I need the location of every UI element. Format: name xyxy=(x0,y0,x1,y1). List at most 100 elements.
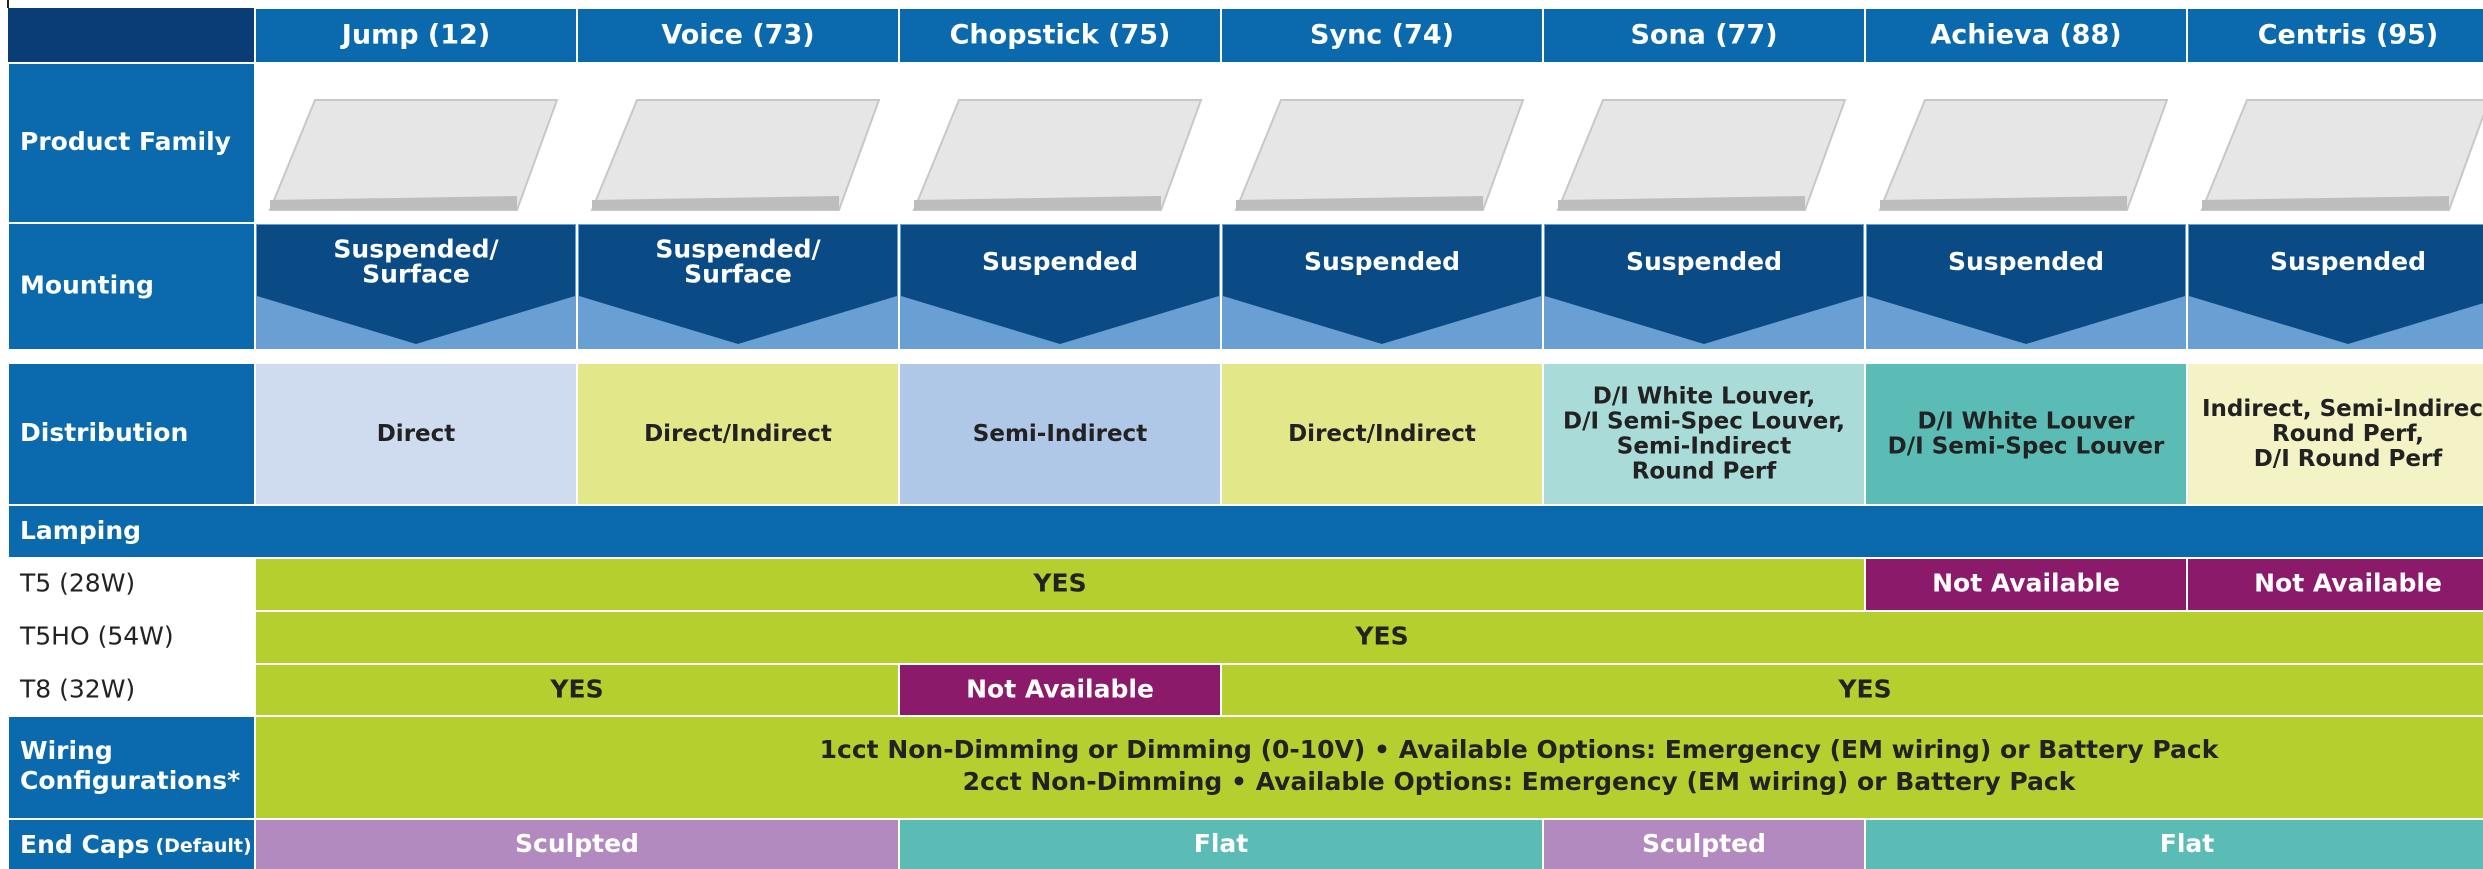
distribution-text-line: D/I White Louver xyxy=(1917,408,2135,434)
distribution-text-line: Direct/Indirect xyxy=(1288,421,1476,447)
distribution-text: Direct/Indirect xyxy=(644,421,832,447)
distribution-text-line: Indirect, Semi-Indirect xyxy=(2202,396,2483,422)
cell-text: Sculpted xyxy=(1642,829,1766,858)
row-label-main: End Caps xyxy=(20,830,149,859)
mounting-chevron xyxy=(1223,225,1541,344)
product-image-shade xyxy=(914,196,1161,210)
distribution-text: D/I White Louver D/I Semi-Spec Louver xyxy=(1888,408,2165,459)
lamping-cell xyxy=(254,557,1866,612)
product-image-shade xyxy=(1236,196,1483,210)
cell-text: Flat xyxy=(2160,829,2215,858)
mounting-text: Suspended/Surface xyxy=(655,235,821,289)
row-label-line: Wiring xyxy=(20,736,113,765)
row-label-cell xyxy=(7,715,256,820)
row-label-cell xyxy=(7,663,256,718)
product-image-shade xyxy=(1558,196,1805,210)
mounting-text: Suspended xyxy=(982,247,1138,276)
cell-text: Sculpted xyxy=(515,829,639,858)
mounting-chevron xyxy=(901,225,1219,344)
row-label-cell xyxy=(7,222,256,351)
row-label: Lamping xyxy=(20,516,141,545)
distribution-cell xyxy=(1542,362,1866,506)
mounting-text-line: Suspended/ xyxy=(655,235,821,264)
column-header xyxy=(576,7,900,64)
distribution-text-line: D/I Round Perf xyxy=(2254,446,2444,472)
distribution-text-line: Round Perf, xyxy=(2272,421,2424,447)
distribution-text: D/I White Louver, D/I Semi-Spec Louver, Se… xyxy=(1563,383,1845,484)
mounting-text-line: Suspended/ xyxy=(333,235,499,264)
mounting-text: Suspended/Surface xyxy=(333,235,499,289)
cell-text: YES xyxy=(1837,675,1891,704)
mounting-chevron xyxy=(579,225,897,344)
mounting-text-line: Suspended xyxy=(982,247,1138,276)
row-label: T5HO (54W) xyxy=(19,622,174,651)
cell-text: Not Available xyxy=(1932,569,2120,598)
product-image xyxy=(590,99,881,211)
mounting-text-line: Suspended xyxy=(1948,247,2104,276)
mounting-text-line: Suspended xyxy=(2270,247,2426,276)
column-name: Achieva (88) xyxy=(1930,20,2121,51)
column-name: Chopstick (75) xyxy=(950,20,1171,51)
distribution-text-line: D/I Semi-Spec Louver, xyxy=(1563,408,1845,434)
mounting-text-line: Suspended xyxy=(1626,247,1782,276)
column-name: Jump (12) xyxy=(340,20,490,51)
distribution-text: Direct/Indirect xyxy=(1288,421,1476,447)
wiring-text-line: 1cct Non-Dimming or Dimming (0-10V) • Av… xyxy=(820,735,2220,764)
mounting-chevron xyxy=(2189,225,2483,344)
distribution-text: Semi-Indirect xyxy=(973,421,1147,447)
mounting-text: Suspended xyxy=(2270,247,2426,276)
distribution-cell xyxy=(1864,362,2188,506)
product-image xyxy=(2200,99,2483,211)
row-label: Product Family xyxy=(20,127,231,156)
cell-text: Not Available xyxy=(966,675,1154,704)
product-image-shade xyxy=(270,196,517,210)
row-label: Mounting xyxy=(20,271,154,300)
cell-text: YES xyxy=(1032,569,1086,598)
distribution-text-line: D/I White Louver, xyxy=(1593,383,1815,409)
distribution-cell xyxy=(1220,362,1544,506)
row-label: Distribution xyxy=(20,418,188,447)
distribution-text-line: Semi-Indirect xyxy=(973,421,1147,447)
product-image xyxy=(1556,99,1847,211)
product-image xyxy=(1234,99,1525,211)
mounting-chevron xyxy=(1867,225,2185,344)
mounting-text-line: Surface xyxy=(684,260,792,289)
mounting-text: Suspended xyxy=(1626,247,1782,276)
distribution-text-line: Direct xyxy=(377,421,456,447)
row-label-cell xyxy=(7,62,256,224)
row-label: T8 (32W) xyxy=(19,675,135,704)
mounting-text: Suspended xyxy=(1304,247,1460,276)
row-label-cell xyxy=(7,557,256,612)
row-label-cell xyxy=(7,610,256,665)
distribution-text-line: Semi-Indirect xyxy=(1617,433,1791,459)
mounting-text-line: Suspended xyxy=(1304,247,1460,276)
distribution-text: Direct xyxy=(377,421,456,447)
distribution-text-line: Direct/Indirect xyxy=(644,421,832,447)
row-label: T5 (28W) xyxy=(19,569,135,598)
distribution-cell xyxy=(2186,362,2483,506)
corner-cell xyxy=(8,8,255,63)
column-header xyxy=(2186,7,2483,64)
mounting-chevron xyxy=(1545,225,1863,344)
product-image xyxy=(268,99,559,211)
row-label-line: Configurations* xyxy=(20,766,240,795)
column-name: Centris (95) xyxy=(2258,20,2439,51)
distribution-text-line: D/I Semi-Spec Louver xyxy=(1888,433,2165,459)
column-name: Voice (73) xyxy=(661,20,814,51)
wiring-text: 1cct Non-Dimming or Dimming (0-10V) • Av… xyxy=(820,735,2220,796)
product-image xyxy=(912,99,1203,211)
product-image xyxy=(1878,99,2169,211)
product-image-shade xyxy=(1880,196,2127,210)
row-label-note: (Default) xyxy=(155,835,251,857)
distribution-text-line: Round Perf xyxy=(1632,458,1778,484)
lamping-row xyxy=(7,504,2483,559)
column-name: Sona (77) xyxy=(1630,20,1777,51)
row-label-cell xyxy=(7,818,256,869)
lamping-cell xyxy=(1864,818,2483,869)
lamping-cell xyxy=(2186,557,2483,612)
distribution-cell xyxy=(898,362,1222,506)
cell-text: Flat xyxy=(1194,829,1249,858)
column-name: Sync (74) xyxy=(1310,20,1454,51)
mounting-text: Suspended xyxy=(1948,247,2104,276)
